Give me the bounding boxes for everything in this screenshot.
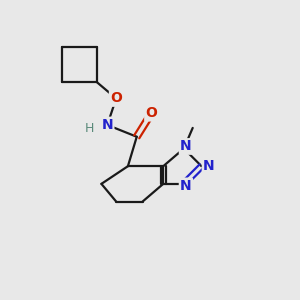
Text: N: N <box>203 159 215 173</box>
Text: N: N <box>180 140 192 154</box>
Text: O: O <box>146 106 158 120</box>
Text: N: N <box>101 118 113 132</box>
Text: N: N <box>180 140 192 154</box>
Text: H: H <box>85 122 94 135</box>
Text: O: O <box>146 106 158 120</box>
Text: N: N <box>180 179 192 193</box>
Text: H: H <box>85 122 95 135</box>
Text: N: N <box>101 118 113 132</box>
Text: H: H <box>85 122 94 135</box>
Text: O: O <box>110 92 122 106</box>
Text: N: N <box>203 159 215 173</box>
Text: O: O <box>110 92 122 106</box>
Text: N: N <box>180 179 192 193</box>
